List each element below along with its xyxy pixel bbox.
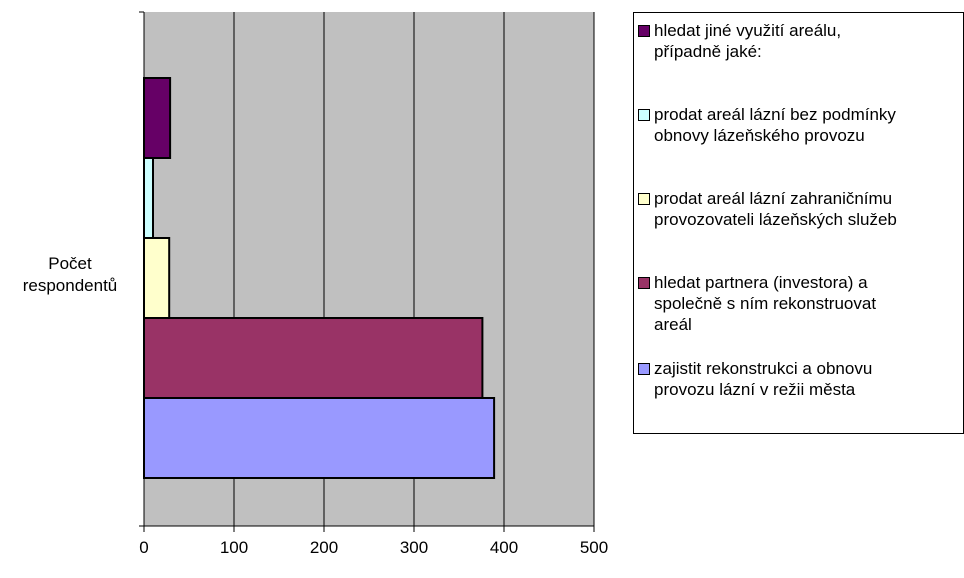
axes — [139, 11, 595, 532]
legend-label: prodat areál lázní bez podmínky obnovy l… — [654, 105, 896, 145]
legend-label: hledat jiné využití areálu, případně jak… — [654, 21, 842, 61]
bar-0 — [143, 397, 496, 479]
tick-labels: 0 100 200 300 400 500 — [139, 538, 608, 557]
legend-swatch — [638, 363, 650, 375]
legend-swatch — [638, 193, 650, 205]
legend-item: prodat areál lázní zahraničnímu provozov… — [634, 188, 964, 230]
legend-swatch — [638, 25, 650, 37]
legend: hledat jiné využití areálu, případně jak… — [633, 12, 964, 434]
legend-swatch — [638, 277, 650, 289]
x-tick-label: 200 — [310, 538, 338, 557]
legend-label: prodat areál lázní zahraničnímu provozov… — [654, 189, 897, 229]
x-tick-label: 100 — [220, 538, 248, 557]
bar-3 — [143, 157, 154, 239]
x-tick-label: 400 — [490, 538, 518, 557]
category-label: Počet respondentů — [23, 254, 118, 295]
legend-label: hledat partnera (investora) a společně s… — [654, 273, 877, 334]
x-tick-label: 0 — [139, 538, 148, 557]
bar-1 — [143, 317, 484, 399]
legend-swatch — [638, 109, 650, 121]
bar-4 — [143, 77, 172, 159]
legend-item: hledat partnera (investora) a společně s… — [634, 272, 964, 335]
legend-item: hledat jiné využití areálu, případně jak… — [634, 20, 964, 62]
x-tick-label: 300 — [400, 538, 428, 557]
legend-label: zajistit rekonstrukci a obnovu provozu l… — [654, 359, 873, 399]
bar-2 — [143, 237, 171, 319]
legend-item: prodat areál lázní bez podmínky obnovy l… — [634, 104, 964, 146]
x-tick-label: 500 — [580, 538, 608, 557]
legend-item: zajistit rekonstrukci a obnovu provozu l… — [634, 358, 964, 400]
